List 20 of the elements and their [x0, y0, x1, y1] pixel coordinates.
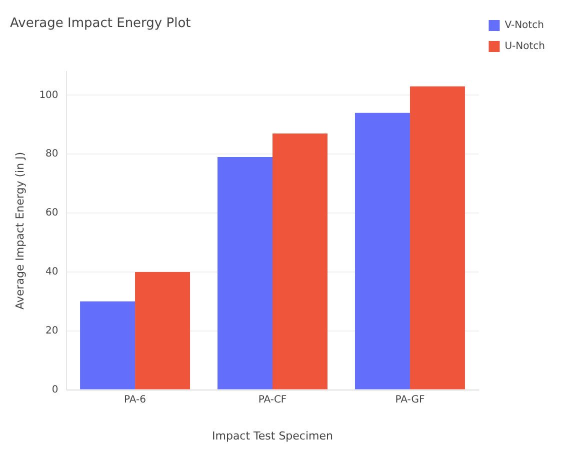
y-axis-title: Average Impact Energy (in J) [13, 152, 26, 310]
x-tick-label: PA-6 [124, 394, 146, 406]
bar [135, 272, 190, 390]
y-tick-label: 40 [46, 266, 58, 278]
bar [80, 301, 136, 390]
y-tick-label: 0 [52, 384, 58, 396]
y-tick-label: 80 [46, 148, 58, 160]
x-tick-label: PA-CF [258, 394, 287, 406]
x-axis-title: Impact Test Specimen [212, 429, 334, 442]
y-tick-label: 20 [46, 325, 58, 336]
bar [410, 86, 465, 390]
legend-label: U-Notch [504, 41, 546, 52]
bar [272, 133, 328, 390]
legend-label: V-Notch [504, 20, 544, 32]
x-tick-label: PA-GF [395, 394, 425, 406]
y-tick-label: 100 [39, 90, 58, 101]
bar [218, 157, 272, 390]
y-tick-label: 60 [46, 208, 58, 219]
chart-title: Average Impact Energy Plot [10, 16, 191, 32]
bar [354, 112, 410, 390]
